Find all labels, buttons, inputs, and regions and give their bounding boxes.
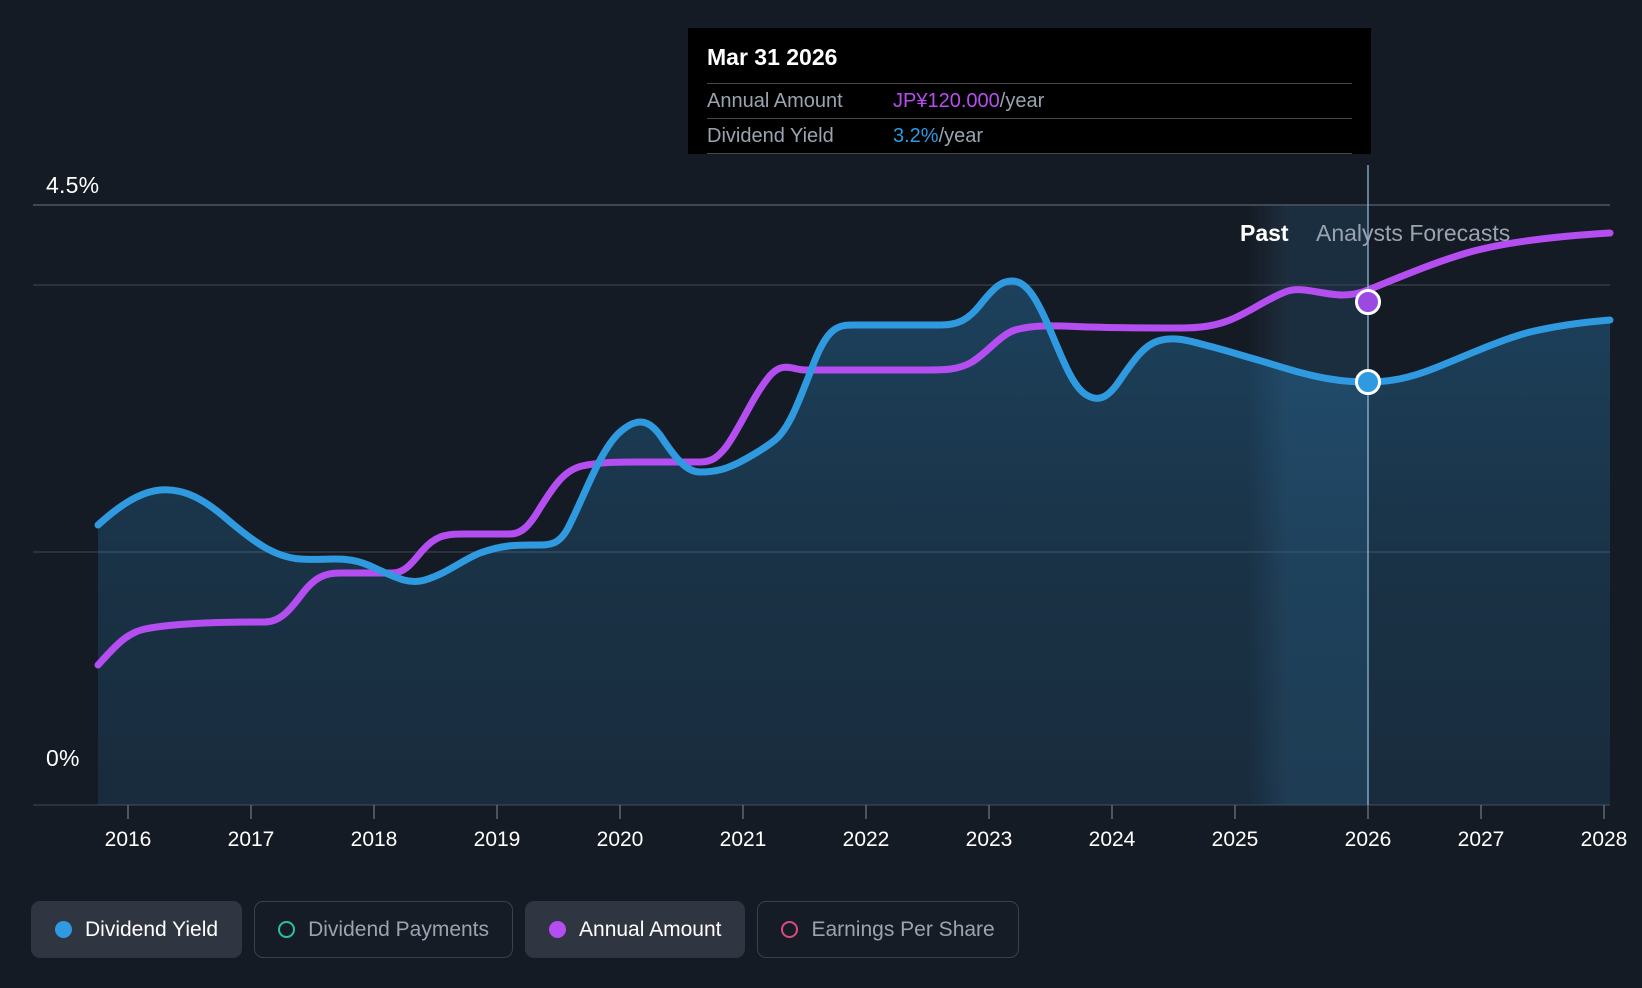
legend-item-annual-amount[interactable]: Annual Amount (525, 901, 746, 958)
x-axis-label-2022: 2022 (842, 828, 890, 851)
x-axis-ticks (127, 805, 1605, 819)
dividend-yield-line (94, 277, 1614, 585)
dividend-yield-area (98, 281, 1610, 805)
x-axis-label-2019: 2019 (473, 828, 521, 851)
dot-outline-icon-dividend-payments (278, 921, 296, 938)
chart-tooltip: Mar 31 2026 Annual Amount JP¥120.000/yea… (688, 28, 1371, 154)
dot-icon-dividend-yield (55, 921, 72, 938)
x-axis-label-2021: 2021 (719, 828, 767, 851)
tooltip-row-annual-amount: Annual Amount JP¥120.000/year (707, 84, 1352, 119)
legend-label-dividend-payments: Dividend Payments (308, 917, 490, 941)
tooltip-value-dividend-yield: 3.2%/year (893, 125, 983, 148)
legend-label-annual-amount: Annual Amount (579, 917, 722, 941)
x-axis-label-2028: 2028 (1580, 828, 1628, 851)
chart-legend: Dividend Yield Dividend Payments Annual … (31, 901, 1019, 958)
x-axis-label-2024: 2024 (1088, 828, 1136, 851)
tooltip-value-annual-amount: JP¥120.000/year (893, 90, 1044, 113)
legend-label-dividend-yield: Dividend Yield (85, 917, 219, 941)
chart-plot-area: 4.5% 0% 2016 2017 2018 2019 2020 2021 20… (33, 28, 1627, 851)
x-axis-label-2018: 2018 (350, 828, 398, 851)
chart-canvas (33, 165, 1614, 819)
x-axis-label-2020: 2020 (596, 828, 644, 851)
past-period-label: Past (1240, 220, 1289, 246)
tooltip-value-dividend-yield-number: 3.2% (893, 124, 939, 147)
legend-label-earnings-per-share: Earnings Per Share (811, 917, 995, 941)
x-axis-label-2023: 2023 (965, 828, 1013, 851)
dot-outline-icon-earnings-per-share (781, 921, 799, 938)
x-axis-label-2017: 2017 (227, 828, 275, 851)
marker-dividend-yield[interactable] (1355, 369, 1381, 395)
x-axis-label-2027: 2027 (1457, 828, 1505, 851)
annual-amount-line (94, 229, 1614, 669)
x-axis-label-2025: 2025 (1211, 828, 1259, 851)
y-axis-label-max: 4.5% (46, 172, 100, 198)
tooltip-key-dividend-yield: Dividend Yield (707, 124, 834, 147)
y-axis-label-min: 0% (46, 745, 80, 771)
tooltip-value-annual-amount-suffix: /year (999, 89, 1045, 112)
forecast-period-label: Analysts Forecasts (1316, 220, 1511, 246)
marker-annual-amount[interactable] (1355, 289, 1381, 315)
legend-item-earnings-per-share[interactable]: Earnings Per Share (757, 901, 1019, 958)
tooltip-value-dividend-yield-suffix: /year (938, 124, 984, 147)
tooltip-row-dividend-yield: Dividend Yield 3.2%/year (707, 119, 1352, 154)
tooltip-value-annual-amount-number: JP¥120.000 (893, 89, 1000, 112)
x-axis-label-2026: 2026 (1344, 828, 1392, 851)
tooltip-date-title: Mar 31 2026 (707, 28, 1352, 84)
legend-item-dividend-payments[interactable]: Dividend Payments (254, 901, 514, 958)
tooltip-key-annual-amount: Annual Amount (707, 89, 843, 112)
x-axis-label-2016: 2016 (104, 828, 152, 851)
dot-icon-annual-amount (549, 921, 567, 938)
legend-item-dividend-yield[interactable]: Dividend Yield (31, 901, 243, 958)
